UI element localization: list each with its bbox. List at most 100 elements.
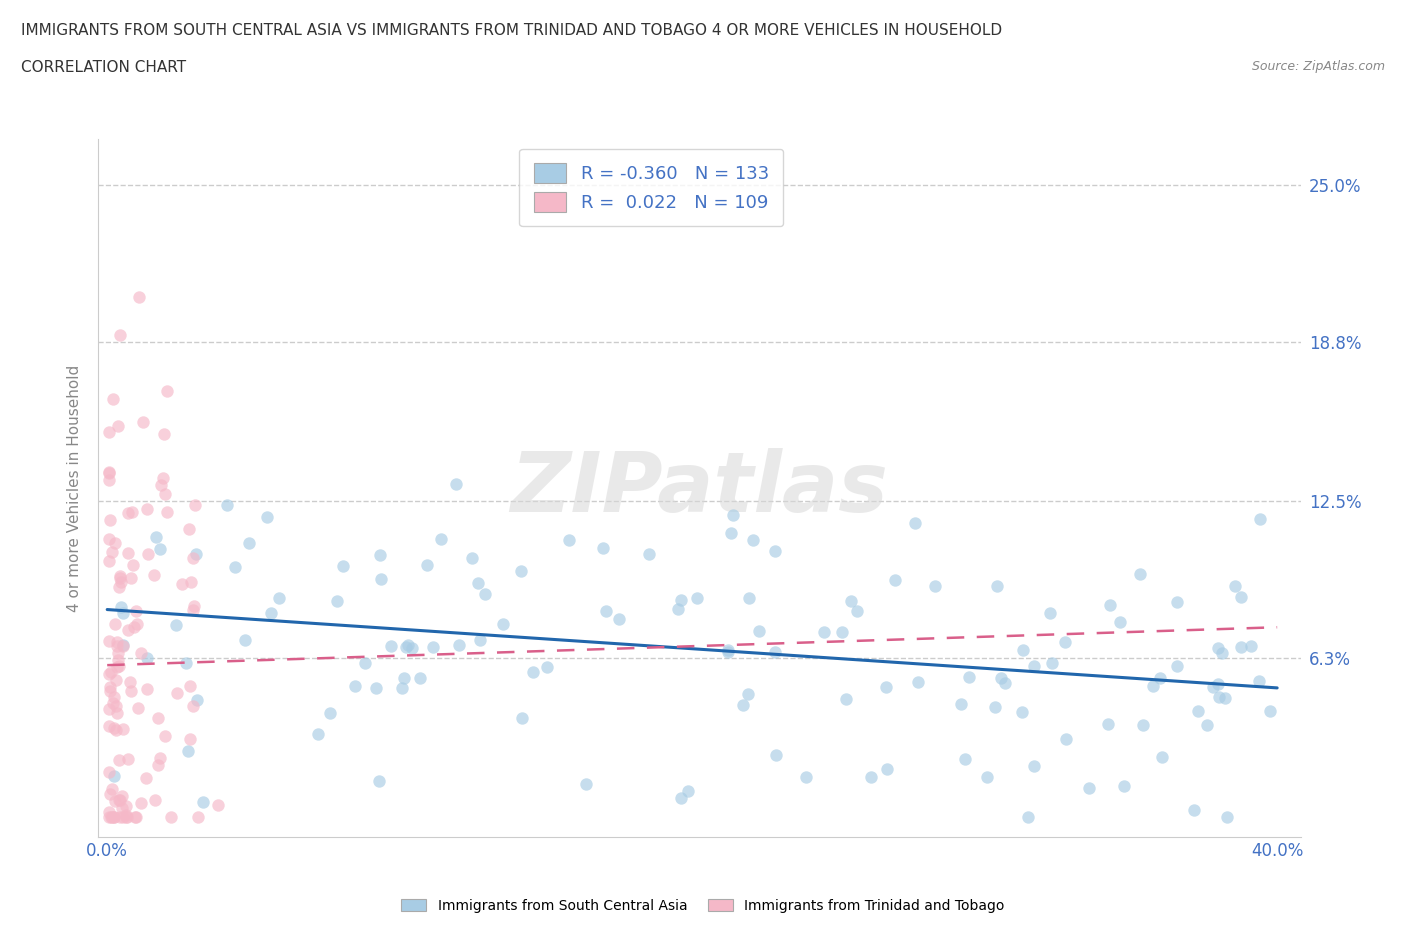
Point [510, 711, 533, 725]
Point [467, 575, 489, 590]
Point [738, 591, 761, 606]
Point [159, 809, 181, 824]
Point [97, 809, 120, 824]
Point [98, 684, 121, 698]
Point [129, 796, 152, 811]
Point [392, 671, 415, 685]
Point [125, 604, 148, 618]
Point [1097, 716, 1119, 731]
Point [104, 794, 127, 809]
Point [149, 542, 172, 557]
Point [558, 532, 581, 547]
Point [101, 782, 124, 797]
Point [422, 640, 444, 655]
Point [884, 573, 907, 588]
Point [1112, 778, 1135, 793]
Point [953, 751, 976, 766]
Point [1142, 679, 1164, 694]
Point [121, 504, 143, 519]
Point [136, 547, 159, 562]
Point [184, 498, 207, 512]
Point [132, 414, 155, 429]
Point [129, 645, 152, 660]
Point [124, 809, 146, 824]
Point [155, 728, 177, 743]
Point [1098, 597, 1121, 612]
Point [380, 639, 402, 654]
Point [108, 571, 131, 586]
Point [1129, 566, 1152, 581]
Point [595, 604, 617, 618]
Point [592, 540, 614, 555]
Point [447, 637, 470, 652]
Point [187, 809, 209, 824]
Point [153, 487, 176, 502]
Point [97, 719, 120, 734]
Point [115, 809, 138, 824]
Point [111, 809, 134, 824]
Point [181, 603, 204, 618]
Point [813, 625, 835, 640]
Point [120, 684, 142, 698]
Point [429, 532, 451, 547]
Point [904, 515, 927, 530]
Point [1230, 640, 1253, 655]
Point [370, 571, 392, 586]
Point [152, 471, 174, 485]
Point [461, 551, 484, 565]
Point [100, 665, 122, 680]
Point [97, 553, 120, 568]
Point [179, 732, 201, 747]
Point [110, 600, 132, 615]
Point [207, 798, 229, 813]
Point [1213, 690, 1236, 705]
Point [470, 632, 492, 647]
Point [111, 638, 134, 653]
Point [120, 571, 142, 586]
Point [105, 635, 128, 650]
Point [364, 681, 387, 696]
Point [183, 698, 205, 713]
Point [325, 593, 347, 608]
Point [135, 682, 157, 697]
Point [108, 658, 131, 673]
Point [186, 547, 208, 562]
Point [105, 673, 128, 688]
Point [536, 659, 558, 674]
Point [1216, 809, 1239, 824]
Point [107, 653, 129, 668]
Point [110, 792, 132, 807]
Point [115, 809, 138, 824]
Point [124, 809, 146, 824]
Point [1211, 645, 1233, 660]
Point [717, 643, 740, 658]
Point [98, 512, 121, 527]
Point [103, 809, 125, 824]
Point [111, 637, 134, 652]
Point [949, 697, 972, 711]
Point [1012, 643, 1035, 658]
Point [666, 602, 689, 617]
Point [103, 689, 125, 704]
Point [145, 530, 167, 545]
Point [907, 674, 929, 689]
Point [1109, 615, 1132, 630]
Point [165, 618, 187, 632]
Point [983, 700, 1005, 715]
Point [731, 698, 754, 712]
Point [224, 559, 246, 574]
Point [685, 591, 707, 605]
Point [344, 679, 367, 694]
Point [319, 706, 342, 721]
Point [638, 546, 661, 561]
Point [145, 792, 167, 807]
Point [97, 666, 120, 681]
Point [105, 659, 128, 674]
Point [179, 679, 201, 694]
Point [1040, 656, 1063, 671]
Point [1053, 634, 1076, 649]
Point [474, 587, 496, 602]
Point [391, 680, 413, 695]
Point [115, 799, 138, 814]
Point [103, 768, 125, 783]
